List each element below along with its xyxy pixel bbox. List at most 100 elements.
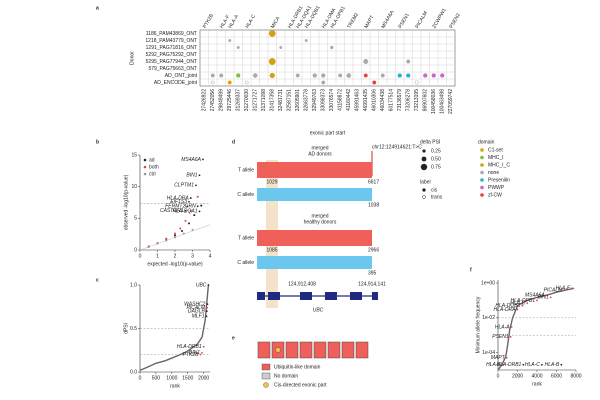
panel-label: a: [96, 5, 99, 11]
highlight-point: [540, 363, 543, 366]
column-label: 29725446: [227, 89, 233, 111]
legend-label: cis: [431, 187, 438, 193]
y-tick-label: 1.0: [130, 282, 137, 288]
point: [179, 227, 182, 230]
column-label: 46991435: [363, 89, 369, 111]
legend-size: [421, 156, 427, 162]
gene-label: TREM2: [346, 12, 360, 30]
psi-dot: [304, 38, 308, 43]
point-label: HLA-C: [510, 300, 525, 306]
row-label: 5292_PAG75292_ONT: [146, 52, 197, 58]
legend-size: [422, 149, 426, 153]
column-label: 32481731: [278, 89, 284, 111]
psi-dot: [227, 80, 232, 85]
gene-label: HLA-C: [244, 13, 257, 29]
x-tick-label: 1500: [182, 375, 193, 381]
highlight-point: [516, 308, 519, 311]
variant-label: chr12:124914621:T>C: [372, 144, 422, 150]
psi-dot: [440, 73, 445, 78]
x-axis-label: exonic part start: [310, 130, 346, 136]
point: [184, 219, 187, 222]
row-label: 579_PAG75663_ONT: [148, 66, 197, 72]
domain-box: [285, 341, 299, 359]
highlight-point: [521, 304, 524, 307]
legend-swatch: [261, 372, 271, 380]
point-label: FERMT2: [165, 204, 185, 210]
psi-dot: [363, 59, 369, 64]
legend-title: label: [420, 179, 431, 185]
legend-title: delta PSI: [420, 139, 440, 145]
highlight-point: [510, 326, 513, 328]
y-tick-label: 1e+00: [481, 280, 495, 286]
legend-label: Cis-directed exonic part: [274, 382, 327, 388]
domain-box: [313, 341, 327, 359]
row-label: 1291_PAG71816_ONT: [146, 45, 197, 51]
curve: [497, 287, 575, 371]
psi-dot: [269, 72, 275, 79]
point: [193, 214, 196, 217]
group-title: merged: [312, 213, 329, 219]
group-title: merged: [312, 145, 329, 151]
y-axis-label: observed -log10(p-value): [123, 174, 129, 230]
legend-title: domain: [478, 139, 495, 145]
psi-dot: [236, 45, 240, 50]
y-tick-label: 0.0: [130, 369, 137, 375]
row-label: 5295_PAG77944_ONT: [146, 59, 197, 65]
read-count: 1038: [368, 202, 379, 208]
y-axis-label: Minimum allele frequency: [475, 296, 481, 353]
highlight-point: [571, 287, 573, 290]
point: [165, 237, 168, 240]
x-tick-label: 8000: [570, 373, 581, 379]
point-label: HLA-DRB1: [177, 344, 202, 350]
column-label: 27452056: [210, 89, 216, 111]
read-count: 395: [368, 270, 377, 276]
exon: [325, 292, 337, 300]
allele-label: C allele: [237, 260, 254, 266]
panel-label: f: [470, 267, 472, 273]
point: [147, 245, 150, 248]
highlight-point: [198, 210, 201, 213]
psi-dot: [363, 73, 368, 78]
y-tick-label: 0: [134, 247, 137, 253]
legend-marker: [480, 178, 484, 182]
highlight-point: [201, 351, 203, 354]
gene-label: ZCWPW1: [431, 7, 447, 29]
legend-label: zf-CW: [488, 192, 502, 198]
allele-track: [257, 162, 372, 178]
legend-label: PWWP: [488, 185, 505, 191]
psi-dot: [423, 73, 428, 78]
point-label: EIF1S3: [170, 199, 187, 205]
point: [191, 228, 194, 231]
gene-label: PTK2B: [202, 12, 215, 29]
x-tick-label: 2000: [198, 375, 209, 381]
psi-dot: [268, 58, 276, 65]
exon: [268, 292, 280, 300]
point-label: HLA-F: [556, 286, 571, 292]
allele-label: T allele: [238, 167, 254, 173]
psi-dot: [244, 80, 249, 85]
psi-dot: [295, 73, 300, 78]
legend-marker: [480, 185, 484, 190]
row-label: AD_ENCODE_joint: [154, 80, 198, 86]
x-tick-label: 500: [152, 375, 161, 381]
x-tick-label: 0: [139, 375, 142, 381]
x-tick-label: 0: [497, 373, 500, 379]
allele-track: [257, 188, 372, 201]
y-tick-label: 5: [134, 216, 137, 222]
point: [174, 236, 176, 239]
y-axis-label: dPSI: [123, 323, 129, 334]
point-label: MAPT: [491, 355, 506, 361]
column-label: 45991463: [355, 89, 361, 111]
point: [165, 239, 168, 242]
x-axis-label: expected -log10(p-value): [147, 261, 203, 267]
x-tick-label: 2: [174, 253, 177, 259]
column-label: 32663778: [304, 89, 310, 111]
psi-dot: [228, 38, 232, 43]
psi-dot: [338, 73, 343, 78]
point-label: HLA-DQA1: [172, 209, 197, 215]
column-label: 31371098: [261, 89, 267, 111]
x-tick-label: 0: [139, 253, 142, 259]
panel-label: c: [96, 277, 99, 283]
gene-label: MS4A6A: [380, 9, 395, 30]
skip-count: 1029: [266, 179, 277, 185]
